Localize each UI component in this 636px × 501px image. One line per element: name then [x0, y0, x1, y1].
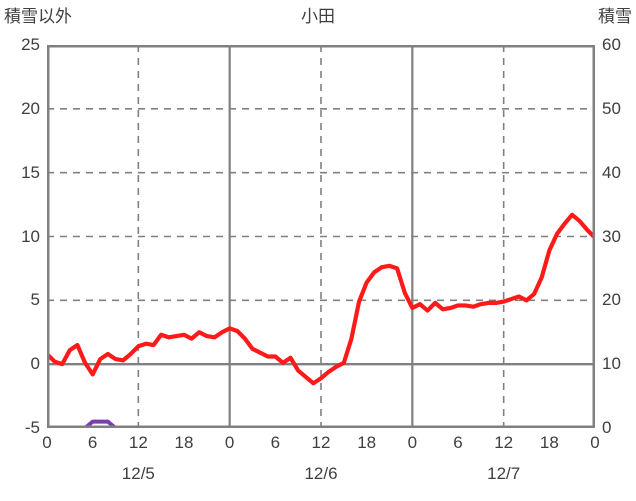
series-lines: [47, 212, 595, 428]
x-tick-label: 12: [311, 433, 331, 452]
right-tick-label: 10: [602, 354, 621, 374]
x-tick-label: 12: [128, 433, 148, 452]
x-tick-label: 0: [42, 433, 52, 452]
left-tick-label: 0: [30, 354, 40, 374]
left-tick-label: 20: [21, 98, 40, 118]
right-tick-label: 50: [602, 98, 621, 118]
plot-border: [47, 45, 595, 428]
x-tick-label: 12: [494, 433, 514, 452]
x-tick-label: 0: [590, 433, 600, 452]
day-label: 12/6: [304, 464, 338, 483]
plot-svg: [47, 45, 595, 428]
x-tick-label: 18: [174, 433, 194, 452]
x-tick-label: 0: [224, 433, 235, 452]
right-tick-label: 20: [602, 290, 621, 310]
plot-area: [47, 45, 595, 428]
x-tick-label: 6: [270, 433, 281, 452]
series-line-1: [47, 212, 595, 386]
left-tick-label: 10: [21, 226, 40, 246]
x-tick-label: 6: [453, 433, 463, 452]
right-tick-label: 30: [602, 226, 621, 246]
left-tick-label: 5: [30, 290, 40, 310]
grid-lines: [47, 45, 595, 428]
left-tick-label: -5: [24, 418, 40, 437]
day-label: 12/7: [487, 464, 521, 483]
x-tick-label: 6: [87, 433, 98, 452]
right-tick-label: 60: [602, 35, 621, 54]
x-tick-label: 0: [407, 433, 418, 452]
right-tick-label: 40: [602, 162, 621, 182]
right-tick-label: 0: [602, 418, 612, 437]
right-axis-title: 積雪: [598, 7, 632, 26]
left-tick-label: 15: [21, 162, 40, 182]
left-tick-label: 25: [21, 35, 40, 54]
day-label: 12/5: [121, 464, 155, 483]
x-tick-label: 18: [539, 433, 559, 452]
left-axis-title: 積雪以外: [4, 7, 72, 26]
page-title: 小田: [301, 7, 335, 26]
x-tick-label: 18: [357, 433, 377, 452]
